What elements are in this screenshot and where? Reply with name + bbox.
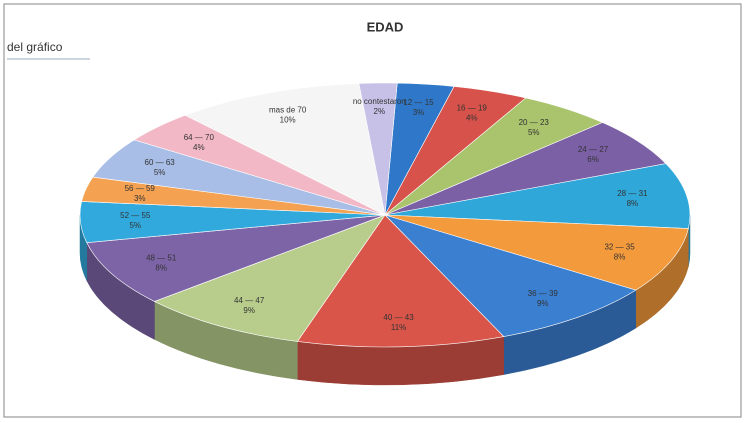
slice: [383, 214, 637, 337]
slice-label: mas de 70: [269, 105, 307, 114]
slice-label: 24 — 27: [578, 145, 609, 154]
slice-value-label: 3%: [413, 108, 425, 117]
slice-label: 64 — 70: [184, 133, 215, 142]
slice-value-label: 3%: [134, 194, 146, 203]
chart-area-label: del gráfico: [7, 40, 63, 54]
slice-label: 28 — 31: [617, 189, 648, 198]
slice-label: 48 — 51: [146, 253, 177, 262]
slice-label: 60 — 63: [145, 158, 176, 167]
slice-label: 12 — 15: [403, 98, 434, 107]
slice: [296, 214, 505, 348]
slice: [384, 163, 691, 229]
slice: [86, 214, 386, 302]
slice-value-label: 8%: [627, 199, 639, 208]
slice-label: 44 — 47: [234, 296, 265, 305]
slice: [384, 214, 689, 291]
slice-value-label: 8%: [614, 253, 626, 262]
slice: [358, 82, 398, 216]
slice-value-label: 5%: [528, 128, 540, 137]
slice-value-label: 6%: [587, 155, 599, 164]
slice: [153, 214, 386, 342]
slice-label: no contestaron: [353, 97, 406, 106]
slice-label: 56 — 59: [125, 184, 156, 193]
slice-value-label: 2%: [374, 107, 386, 116]
slice-value-label: 9%: [243, 306, 255, 315]
slice: [184, 83, 386, 216]
slice-label: 16 — 19: [457, 104, 488, 113]
slice-label: 32 — 35: [604, 243, 635, 252]
slice-value-label: 9%: [537, 299, 549, 308]
slice-label: 20 — 23: [519, 118, 550, 127]
slice-label: 52 — 55: [120, 211, 151, 220]
slice-label: 40 — 43: [383, 313, 414, 322]
slice-value-label: 5%: [154, 168, 166, 177]
slice-value-label: 11%: [391, 323, 406, 332]
slice-label: 36 — 39: [528, 289, 559, 298]
slice-value-label: 10%: [280, 115, 296, 124]
slice-value-label: 5%: [129, 221, 141, 230]
slice-value-label: 8%: [155, 263, 167, 272]
slice-value-label: 4%: [466, 114, 478, 123]
slice-value-label: 4%: [193, 143, 205, 152]
chart-title: EDAD: [367, 19, 404, 34]
